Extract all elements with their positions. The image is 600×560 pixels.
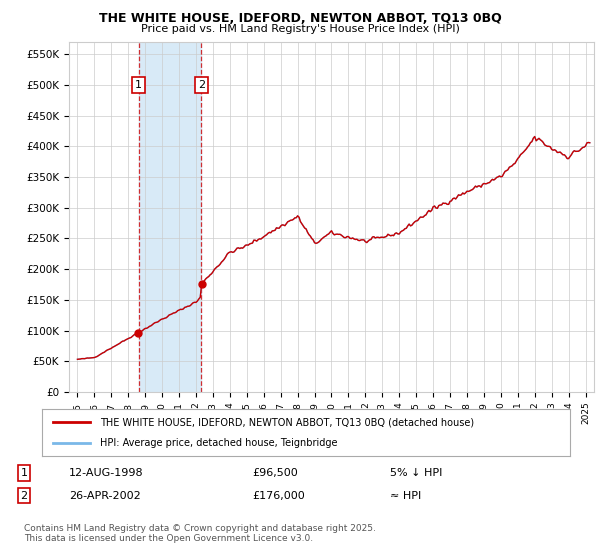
- Text: 5% ↓ HPI: 5% ↓ HPI: [390, 468, 442, 478]
- Text: Price paid vs. HM Land Registry's House Price Index (HPI): Price paid vs. HM Land Registry's House …: [140, 24, 460, 34]
- Text: THE WHITE HOUSE, IDEFORD, NEWTON ABBOT, TQ13 0BQ: THE WHITE HOUSE, IDEFORD, NEWTON ABBOT, …: [98, 12, 502, 25]
- Text: £96,500: £96,500: [252, 468, 298, 478]
- Text: 26-APR-2002: 26-APR-2002: [69, 491, 141, 501]
- Text: £176,000: £176,000: [252, 491, 305, 501]
- Text: 1: 1: [20, 468, 28, 478]
- Text: ≈ HPI: ≈ HPI: [390, 491, 421, 501]
- Text: 2: 2: [198, 80, 205, 90]
- Bar: [139, 42, 202, 392]
- Text: HPI: Average price, detached house, Teignbridge: HPI: Average price, detached house, Teig…: [100, 438, 338, 448]
- Text: 1: 1: [135, 80, 142, 90]
- Text: THE WHITE HOUSE, IDEFORD, NEWTON ABBOT, TQ13 0BQ (detached house): THE WHITE HOUSE, IDEFORD, NEWTON ABBOT, …: [100, 417, 474, 427]
- Text: 12-AUG-1998: 12-AUG-1998: [69, 468, 143, 478]
- Text: Contains HM Land Registry data © Crown copyright and database right 2025.
This d: Contains HM Land Registry data © Crown c…: [24, 524, 376, 543]
- Text: 2: 2: [20, 491, 28, 501]
